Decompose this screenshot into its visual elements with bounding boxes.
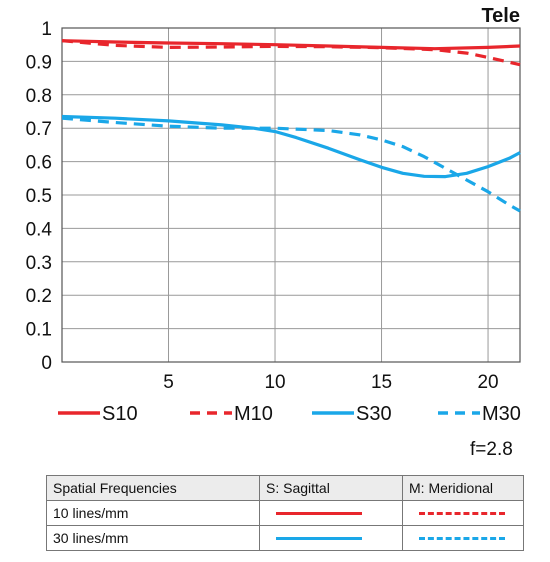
sagittal-30-line-sample [276,536,362,540]
table-cell [259,525,403,551]
table-row-label: 30 lines/mm [46,525,260,551]
table-cell [259,500,403,526]
table-cell [402,500,524,526]
y-tick-label: 0.5 [26,186,52,207]
y-tick-label: 0.1 [26,320,52,341]
y-tick-label: 0.7 [26,119,52,140]
table-row-label: 10 lines/mm [46,500,260,526]
series-line-m30 [61,116,521,213]
y-tick-label: 0.9 [26,52,52,73]
y-tick-label: 1 [41,19,52,40]
table-row: 10 lines/mm [46,500,524,526]
y-tick-label: 0.2 [26,286,52,307]
legend-label-m10: M10 [234,403,273,425]
spatial-frequency-table: Spatial Frequencies S: Sagittal M: Merid… [46,475,524,551]
meridional-30-line-sample [419,536,505,540]
chart-series [61,39,521,213]
table-row: 30 lines/mm [46,525,524,551]
y-tick-label: 0.3 [26,253,52,274]
table-cell [402,525,524,551]
y-tick-label: 0 [41,353,52,374]
chart-axes [61,27,521,363]
mtf-chart: 0 0.1 0.2 0.3 0.4 0.5 0.6 0.7 0.8 0.9 1 5 10 15 20 Te… [26,5,521,425]
sagittal-10-line-sample [276,511,362,515]
series-line-s10 [61,39,521,51]
y-tick-label: 0.4 [26,219,53,240]
meridional-10-line-sample [419,511,505,515]
y-tick-labels: 0 0.1 0.2 0.3 0.4 0.5 0.6 0.7 0.8 0.9 1 [26,19,53,374]
y-tick-label: 0.6 [26,153,52,174]
x-tick-label: 15 [371,372,392,393]
plot-frame [61,27,521,363]
chart-grid [62,28,520,362]
x-tick-label: 20 [477,372,498,393]
x-tick-label: 5 [163,372,174,393]
table-header-cell: M: Meridional [402,475,524,501]
series-line-s30 [61,114,521,179]
table-header-cell: S: Sagittal [259,475,403,501]
legend-label-s30: S30 [356,403,392,425]
table-header-row: Spatial Frequencies S: Sagittal M: Merid… [46,475,524,501]
chart-title: Tele [481,5,520,27]
chart-legend: S10 M10 S30 M30 [58,403,521,425]
legend-label-m30: M30 [482,403,521,425]
legend-label-s10: S10 [102,403,138,425]
table-header-cell: Spatial Frequencies [46,475,260,501]
x-tick-label: 10 [264,372,285,393]
y-tick-label: 0.8 [26,86,52,107]
x-tick-labels: 5 10 15 20 [163,372,498,393]
aperture-annotation: f=2.8 [470,439,513,460]
